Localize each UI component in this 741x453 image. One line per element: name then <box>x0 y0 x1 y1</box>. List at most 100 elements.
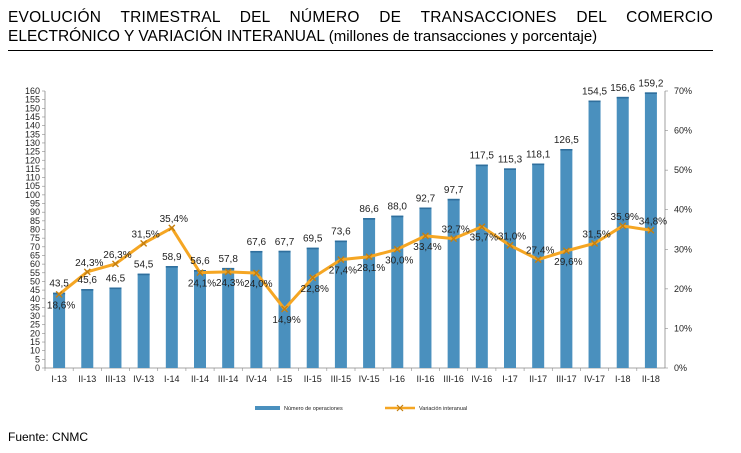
x-tick-label: III-13 <box>105 374 126 384</box>
bar-data-label: 88,0 <box>388 202 408 213</box>
line-point-marker <box>111 260 119 268</box>
y-left-tick-label: 90 <box>30 207 40 217</box>
bar <box>504 168 516 368</box>
bar-top-edge <box>363 218 376 220</box>
line-point-marker <box>55 290 63 298</box>
bar-top-edge <box>306 247 319 250</box>
bar-top-edge <box>81 289 94 291</box>
chart-subtitle: (millones de transacciones y porcentaje) <box>328 28 598 45</box>
line-point-marker <box>252 269 260 277</box>
x-tick-label: II-14 <box>191 374 209 384</box>
x-tick-label: III-14 <box>218 374 239 384</box>
x-tick-label: I-16 <box>390 374 406 384</box>
line-point-marker <box>619 222 627 230</box>
y-right-tick-label: 10% <box>674 323 692 333</box>
line-point-marker <box>534 256 542 264</box>
chart-title-line-1: EVOLUCIÓN TRIMESTRAL DEL NÚMERO DE TRANS… <box>8 9 713 26</box>
line-data-label: 31,5% <box>131 229 159 240</box>
chart-title-line-2: ELECTRÓNICO Y VARIACIÓN INTERANUAL (mill… <box>8 27 713 46</box>
line-data-label: 29,6% <box>554 257 582 268</box>
bar <box>588 100 601 368</box>
bar-data-label: 86,6 <box>359 204 379 215</box>
y-right-tick-label: 60% <box>674 126 692 136</box>
line-data-label: 33,4% <box>413 242 441 253</box>
line-point-marker <box>196 269 204 277</box>
bar-top-edge <box>137 273 150 276</box>
chart-title-block: EVOLUCIÓN TRIMESTRAL DEL NÚMERO DE TRANS… <box>8 8 713 51</box>
bar <box>306 247 319 368</box>
bar-top-edge <box>334 240 347 243</box>
legend-line-label: Variación interanual <box>419 406 467 412</box>
bar <box>391 215 404 368</box>
bar <box>475 164 488 368</box>
source-note: Fuente: CNMC <box>8 430 89 444</box>
line-point-marker <box>591 239 599 247</box>
y-left-tick-label: 85 <box>30 216 40 226</box>
bar-data-label: 73,6 <box>331 227 351 238</box>
bar-top-edge <box>419 207 432 210</box>
bar <box>222 267 235 368</box>
y-left-tick-label: 10 <box>30 346 40 356</box>
x-tick-label: II-15 <box>304 374 322 384</box>
bar <box>165 266 178 368</box>
y-left-tick-label: 95 <box>30 199 40 209</box>
line-point-marker <box>506 241 514 249</box>
y-left-tick-label: 35 <box>30 302 40 312</box>
y-left-tick-label: 155 <box>25 95 40 105</box>
line-data-label: 35,7% <box>470 233 498 244</box>
y-left-tick-label: 60 <box>30 259 40 269</box>
y-left-tick-label: 100 <box>25 190 40 200</box>
x-tick-label: III-16 <box>443 374 464 384</box>
y-left-tick-label: 125 <box>25 147 40 157</box>
line-point-marker <box>365 253 373 261</box>
bar-top-edge <box>475 164 488 167</box>
y-left-tick-label: 40 <box>30 294 40 304</box>
y-left-tick-label: 50 <box>30 276 40 286</box>
bar-data-label: 46,5 <box>106 273 126 284</box>
y-left-tick-label: 160 <box>25 86 40 96</box>
y-left-tick-label: 30 <box>30 311 40 321</box>
bar <box>81 289 94 368</box>
bar <box>194 270 206 368</box>
line-data-label: 22,8% <box>301 284 329 295</box>
bar-data-label: 54,5 <box>134 260 154 271</box>
line-data-label: 31,0% <box>498 231 526 242</box>
y-left-tick-label: 120 <box>25 155 40 165</box>
y-left-tick-label: 80 <box>30 225 40 235</box>
bar-data-label: 57,8 <box>218 254 238 265</box>
bar-data-label: 58,9 <box>162 252 182 263</box>
line-point-marker <box>562 247 570 255</box>
line-data-label: 35,9% <box>611 212 639 223</box>
bar-data-label: 67,6 <box>247 237 267 248</box>
line-data-label: 24,0% <box>244 279 272 290</box>
bar-data-label: 117,5 <box>470 151 495 162</box>
bar <box>616 96 629 368</box>
line-data-label: 34,8% <box>639 216 667 227</box>
line-data-label: 24,3% <box>216 278 244 289</box>
bar-top-edge <box>616 96 629 99</box>
x-tick-label: II-18 <box>642 374 660 384</box>
x-tick-label: IV-13 <box>133 374 154 384</box>
line-data-label: 27,4% <box>329 266 357 277</box>
bar-data-label: 97,7 <box>444 185 464 196</box>
x-tick-label: IV-15 <box>359 374 380 384</box>
bar-top-edge <box>644 92 657 94</box>
line-point-marker <box>309 274 317 282</box>
bar-top-edge <box>109 287 122 290</box>
bar <box>334 240 347 368</box>
line-point-marker <box>421 232 429 240</box>
line-point-marker <box>168 224 176 232</box>
bar-top-edge <box>447 198 460 201</box>
bar-top-edge <box>165 266 178 268</box>
chart-title-line-2-text: ELECTRÓNICO Y VARIACIÓN INTERANUAL <box>8 28 325 45</box>
x-tick-label: IV-17 <box>584 374 605 384</box>
y-left-tick-label: 110 <box>26 173 40 183</box>
y-left-tick-label: 0 <box>35 363 40 373</box>
line-data-label: 31,5% <box>582 229 610 240</box>
bar-top-edge <box>532 163 545 166</box>
line-series <box>58 224 652 311</box>
line-point-marker <box>450 235 458 243</box>
bar-top-edge <box>250 250 263 253</box>
line-point-marker <box>140 239 148 247</box>
bar <box>532 163 545 368</box>
